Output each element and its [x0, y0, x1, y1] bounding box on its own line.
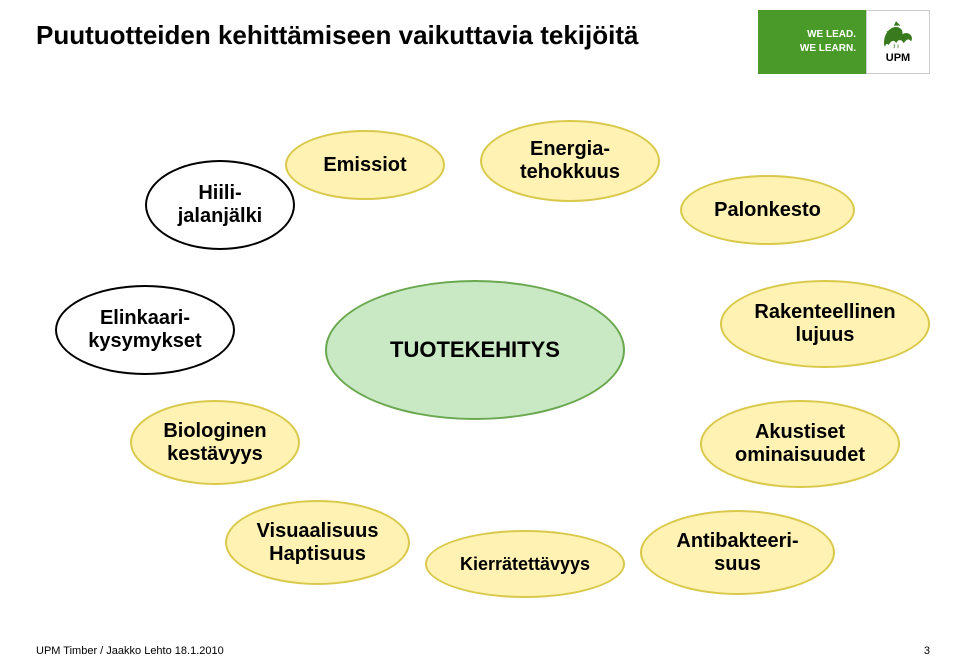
yellow-bubble-0: Emissiot	[285, 130, 445, 200]
slide: Puutuotteiden kehittämiseen vaikuttavia …	[0, 0, 960, 671]
yellow-bubble-2: Palonkesto	[680, 175, 855, 245]
center-bubble: TUOTEKEHITYS	[325, 280, 625, 420]
footer-text: UPM Timber / Jaakko Lehto 18.1.2010	[36, 645, 224, 657]
page-number: 3	[924, 645, 930, 657]
yellow-bubble-7: VisuaalisuusHaptisuus	[225, 500, 410, 585]
yellow-bubble-3: Rakenteellinenlujuus	[720, 280, 930, 368]
yellow-bubble-6: Kierrätettävyys	[425, 530, 625, 598]
yellow-bubble-4: Akustisetominaisuudet	[700, 400, 900, 488]
white-bubble-0: Hiili-jalanjälki	[145, 160, 295, 250]
yellow-bubble-5: Antibakteeri-suus	[640, 510, 835, 595]
yellow-bubble-1: Energia-tehokkuus	[480, 120, 660, 202]
diagram-area: TUOTEKEHITYS Emissiot Energia-tehokkuus Pal…	[0, 0, 960, 671]
white-bubble-1: Elinkaari-kysymykset	[55, 285, 235, 375]
yellow-bubble-8: Biologinenkestävyys	[130, 400, 300, 485]
